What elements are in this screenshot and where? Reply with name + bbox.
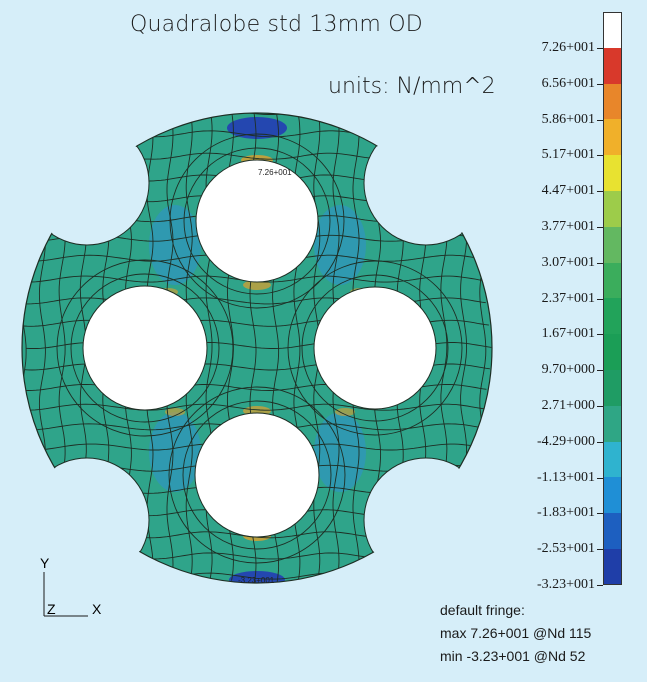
legend-tick	[597, 227, 603, 228]
legend-tick-label: 5.86+001	[541, 111, 595, 127]
z-axis-label: Z	[47, 601, 56, 617]
legend-swatch	[603, 119, 622, 156]
legend-tick	[597, 406, 603, 407]
stress-patch	[149, 205, 201, 285]
plot-title: Quadralobe std 13mm OD	[130, 12, 423, 37]
legend-swatch	[603, 441, 622, 478]
legend-tick-label: -3.23+001	[536, 577, 595, 592]
legend-swatch	[603, 549, 622, 585]
legend-tick	[597, 48, 603, 49]
legend-tick	[597, 83, 603, 85]
legend-tick	[597, 334, 603, 336]
legend-swatch	[603, 405, 622, 442]
through-hole	[194, 412, 320, 538]
legend-swatch	[603, 226, 622, 263]
stress-patch	[149, 412, 201, 492]
legend-tick-label: 4.47+001	[541, 183, 595, 199]
legend-tick-label: -1.13+001	[536, 469, 595, 485]
legend-swatch	[603, 12, 622, 48]
legend-swatch	[603, 334, 622, 370]
legend-swatch	[603, 298, 622, 335]
legend-tick	[597, 262, 603, 264]
fringe-heading: default fringe:	[440, 602, 525, 618]
legend-swatch	[603, 191, 622, 227]
outer-boundary	[21, 112, 493, 584]
legend-tick-label: 6.56+001	[541, 75, 595, 91]
notch-mask	[26, 459, 148, 581]
through-hole	[195, 159, 319, 283]
stress-patch	[314, 205, 366, 285]
coordinate-triad: Y Z X	[40, 555, 102, 617]
legend-tick	[597, 191, 603, 193]
legend-tick-label: 1.67+001	[541, 326, 595, 342]
legend-tick-label: 5.17+001	[541, 147, 595, 163]
stress-patch	[335, 408, 355, 416]
legend-tick	[597, 298, 603, 300]
legend-tick-label: 2.71+000	[541, 398, 595, 413]
legend-swatch	[603, 513, 622, 549]
y-axis-label: Y	[40, 555, 50, 571]
through-hole	[82, 285, 208, 411]
through-hole	[313, 286, 437, 410]
stress-patch	[227, 117, 287, 139]
legend-tick-label: -2.53+001	[536, 541, 595, 557]
legend-tick	[597, 119, 603, 121]
legend-tick	[597, 477, 603, 479]
legend-tick	[597, 549, 603, 551]
notch-mask	[365, 122, 487, 244]
legend-swatch	[603, 262, 622, 299]
stress-patch	[229, 571, 285, 583]
legend-tick-label: 7.26+001	[541, 40, 595, 55]
legend-tick	[597, 155, 603, 157]
legend-swatch	[603, 83, 622, 120]
max-node-marker: 7.26+001	[258, 168, 292, 177]
legend-swatch	[603, 477, 622, 514]
legend-swatch	[603, 155, 622, 191]
fringe-min: min -3.23+001 @Nd 52	[440, 648, 586, 664]
notch-mask	[26, 122, 148, 244]
fringe-max: max 7.26+001 @Nd 115	[440, 625, 592, 641]
notch-mask	[365, 459, 487, 581]
x-axis-label: X	[92, 601, 102, 617]
legend-tick-label: 3.07+001	[541, 254, 595, 270]
min-node-marker: -3.23+001	[238, 576, 275, 585]
legend-tick-label: 9.70+000	[541, 362, 595, 378]
legend-tick-label: 3.77+001	[541, 219, 595, 234]
legend-swatch	[603, 47, 622, 84]
legend-tick-label: -1.83+001	[536, 505, 595, 521]
legend-tick-label: -4.29+000	[536, 433, 595, 449]
legend-tick	[597, 370, 603, 372]
legend-tick	[597, 513, 603, 515]
stress-patch	[165, 408, 185, 416]
units-label: units: N/mm^2	[328, 74, 496, 99]
legend-tick	[597, 585, 603, 586]
legend-tick	[597, 441, 603, 443]
legend-tick-label: 2.37+001	[541, 290, 595, 306]
legend-swatch	[603, 370, 622, 406]
